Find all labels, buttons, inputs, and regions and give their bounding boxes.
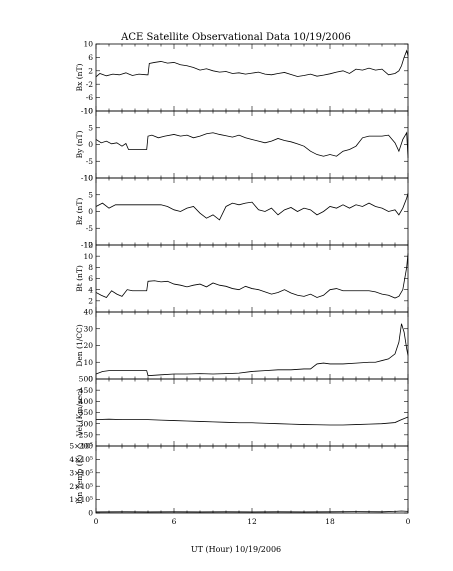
y-tick-label: 5×10⁵: [69, 442, 93, 451]
y-tick-label: 10: [83, 252, 93, 261]
y-axis-label: Bx (nT): [75, 64, 84, 92]
x-axis-label: UT (Hour) 10/19/2006: [191, 545, 281, 554]
y-tick-label: 300: [79, 419, 94, 428]
y-axis-label: Vel (Km/sec): [75, 389, 84, 438]
series-line: [95, 131, 409, 158]
panel-2: 10 5 0 -5 -10 Bz (nT): [75, 174, 409, 250]
y-tick-label: 0: [88, 207, 93, 216]
panel-6: 5×10⁵ 4×10⁵ 3×10⁵ 2×10⁵ 1×10⁵ 0 Ion Temp (K): [69, 442, 409, 518]
panel-0: 10 6 2 -2 -6 -10 Bx (nT): [75, 40, 409, 116]
y-tick-label: 0: [88, 509, 93, 518]
series-line: [95, 49, 409, 78]
y-tick-label: 400: [79, 397, 94, 406]
y-tick-label: 10: [83, 40, 93, 49]
series-line: [95, 416, 409, 426]
y-tick-label: 350: [79, 408, 94, 417]
series-line: [95, 253, 409, 299]
y-axis-label: Bz (nT): [75, 198, 84, 226]
y-tick-label: 20: [83, 341, 93, 350]
panel-frame: [95, 311, 409, 380]
panel-frame: [95, 177, 409, 246]
y-axis-label: Den (1/CC): [75, 324, 84, 366]
y-tick-label: 2: [88, 66, 93, 75]
y-tick-label: 10: [83, 107, 93, 116]
y-tick-label: 450: [79, 386, 94, 395]
y-tick-label: 2: [88, 296, 93, 305]
panel-3: 12 10 8 6 4 2 Bt (nT): [75, 241, 409, 313]
y-tick-label: -2: [86, 80, 94, 89]
x-tick-label: 0: [406, 517, 411, 526]
y-tick-label: 5: [88, 123, 93, 132]
panel-frame: [95, 43, 409, 112]
y-tick-label: -10: [81, 174, 93, 183]
y-axis-label: Bt (nT): [75, 265, 84, 292]
y-tick-label: 8: [88, 263, 93, 272]
y-tick-label: 0: [88, 375, 93, 384]
x-tick-label: 6: [172, 517, 177, 526]
y-tick-label: 5: [88, 190, 93, 199]
y-tick-label: 12: [83, 241, 93, 250]
y-tick-label: 0: [88, 140, 93, 149]
y-tick-label: 3×10⁵: [69, 468, 93, 477]
y-tick-label: -5: [86, 157, 94, 166]
panel-frame: [95, 110, 409, 179]
y-tick-label: 200: [79, 442, 94, 451]
y-tick-label: -5: [86, 224, 94, 233]
x-tick-label: 12: [247, 517, 257, 526]
series-line: [95, 510, 409, 513]
y-tick-label: 250: [79, 430, 94, 439]
y-tick-label: 6: [88, 274, 93, 283]
y-tick-label: 4×10⁵: [69, 455, 93, 464]
x-tick-label: 0: [94, 517, 99, 526]
panel-4: 40 30 20 10 0 Den (1/CC): [75, 308, 409, 384]
panel-frame: [95, 445, 409, 514]
y-tick-label: -10: [81, 107, 93, 116]
y-tick-label: 40: [83, 308, 93, 317]
y-tick-label: 10: [83, 174, 93, 183]
y-tick-label: -6: [86, 93, 94, 102]
series-line: [95, 192, 409, 221]
panel-5: 500 450 400 350 300 250 200 Vel (Km/sec): [75, 375, 409, 451]
y-tick-label: 6: [88, 53, 93, 62]
y-tick-label: -10: [81, 241, 93, 250]
y-axis-label: By (nT): [75, 131, 84, 159]
y-axis-label: Ion Temp (K): [75, 455, 84, 504]
x-tick-label: 18: [325, 517, 335, 526]
panel-frame: [95, 244, 409, 313]
y-tick-label: 10: [83, 358, 93, 367]
chart-title: ACE Satellite Observational Data 10/19/2…: [120, 32, 351, 43]
y-tick-label: 500: [79, 375, 94, 384]
panel-frame: [95, 378, 409, 447]
y-tick-label: 1×10⁵: [69, 495, 93, 504]
panel-1: 10 5 0 -5 -10 By (nT): [75, 107, 409, 183]
y-tick-label: 30: [83, 324, 93, 333]
y-tick-label: 2×10⁵: [69, 482, 93, 491]
series-line: [95, 323, 409, 377]
y-tick-label: 4: [88, 285, 93, 294]
